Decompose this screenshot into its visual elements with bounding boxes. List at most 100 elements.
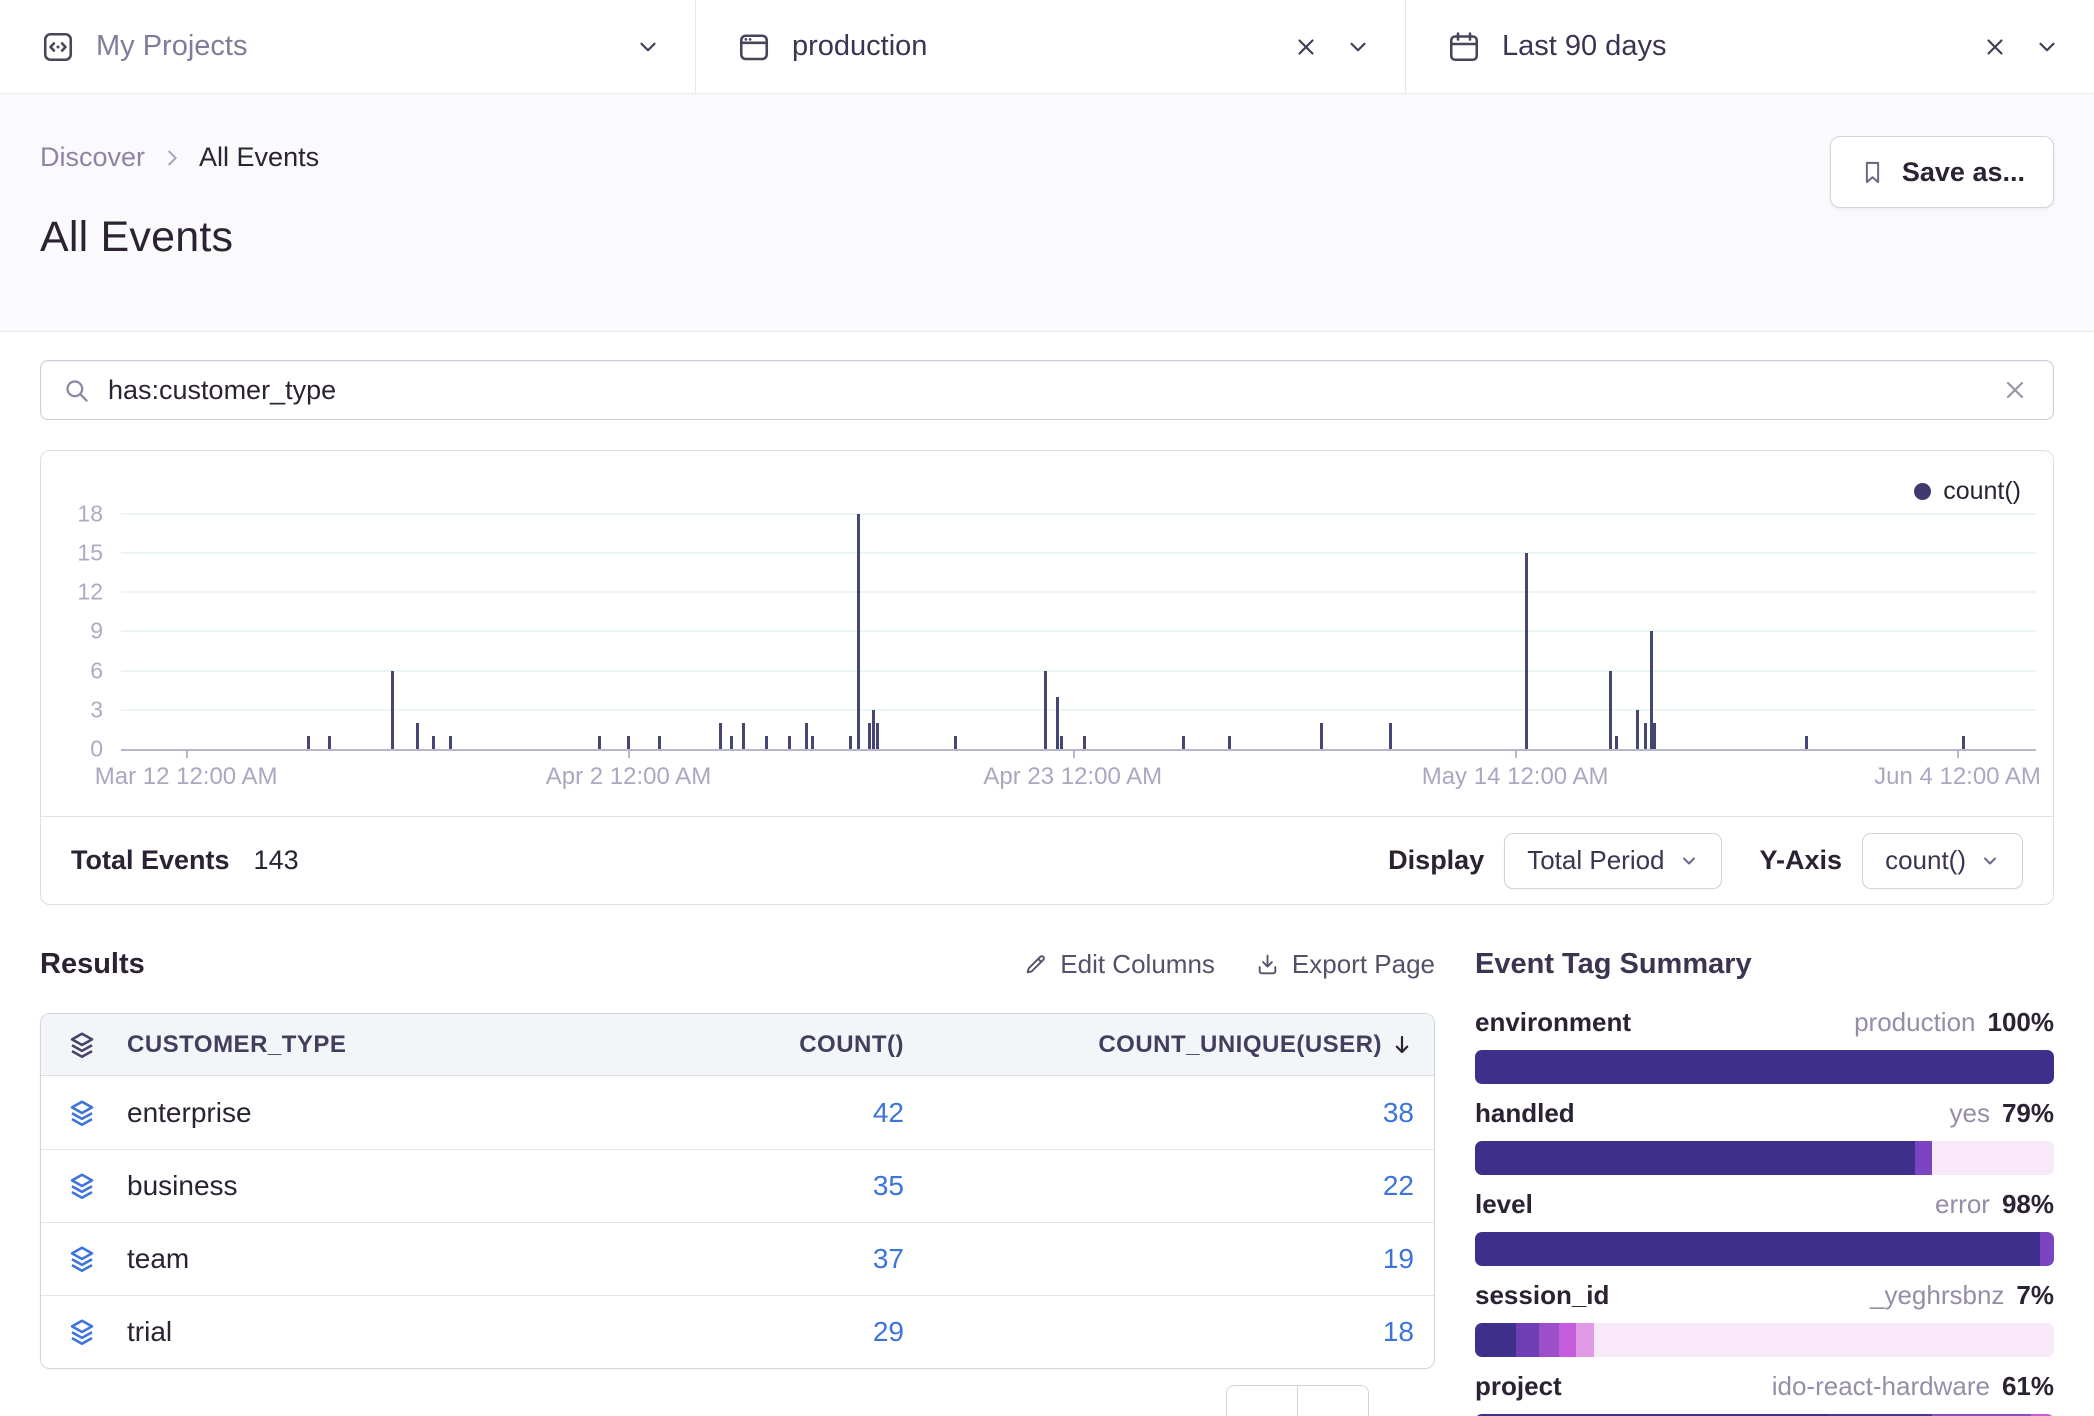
project-selector[interactable]: My Projects [0, 0, 695, 93]
breadcrumb-discover[interactable]: Discover [40, 142, 145, 173]
y-axis-tick-label: 12 [77, 579, 103, 606]
stack-icon[interactable] [41, 1098, 109, 1128]
gridline [121, 709, 2036, 711]
chart-bar [742, 723, 745, 749]
download-icon [1255, 952, 1280, 977]
count-link[interactable]: 42 [873, 1097, 904, 1128]
pencil-icon [1023, 952, 1048, 977]
environment-selector[interactable]: production [695, 0, 1405, 93]
y-axis-tick-label: 3 [90, 696, 103, 723]
tag-distribution-bar[interactable] [1475, 1050, 2054, 1084]
tag-label-row: handledyes79% [1475, 1098, 2054, 1129]
edit-columns-button[interactable]: Edit Columns [1023, 949, 1215, 980]
chart-bar [1525, 553, 1528, 749]
tag-top-value: _yeghrsbnz [1870, 1280, 2004, 1311]
discover-page: My Projects production Last 90 days [0, 0, 2094, 1416]
chevron-down-icon[interactable] [2034, 34, 2060, 60]
chart-bar [627, 736, 630, 749]
pagination-next-button[interactable] [1297, 1385, 1369, 1416]
chart-bar [1615, 736, 1618, 749]
chevron-down-icon[interactable] [1345, 34, 1371, 60]
count-link[interactable]: 37 [873, 1243, 904, 1274]
gridline [121, 591, 2036, 593]
tag-distribution-bar[interactable] [1475, 1141, 2054, 1175]
tag-name: handled [1475, 1098, 1575, 1129]
count-unique-link[interactable]: 19 [1383, 1243, 1414, 1275]
column-header-customer-type[interactable]: CUSTOMER_TYPE [109, 1031, 604, 1059]
customer-type-cell[interactable]: trial [109, 1316, 604, 1348]
results-header: Results Edit Columns Export Page [40, 941, 1435, 987]
customer-type-cell[interactable]: enterprise [109, 1097, 604, 1129]
project-selector-controls [635, 34, 661, 60]
tag-summary-column: Event Tag Summary environmentproduction1… [1475, 941, 2054, 1416]
tag-summary-item: handledyes79% [1475, 1098, 2054, 1175]
stack-icon[interactable] [41, 1030, 109, 1060]
display-dropdown-value: Total Period [1527, 845, 1664, 876]
events-chart-panel: count() 0369121518Mar 12 12:00 AMApr 2 1… [40, 450, 2054, 905]
count-unique-link[interactable]: 18 [1383, 1316, 1414, 1348]
tag-top-percent: 98% [2002, 1189, 2054, 1220]
chart-bar [1644, 723, 1647, 749]
table-row: business 35 22 [41, 1149, 1434, 1222]
chart-bar [1609, 671, 1612, 749]
tag-distribution-bar[interactable] [1475, 1323, 2054, 1357]
chart-bar [391, 671, 394, 749]
y-axis-tick-label: 18 [77, 500, 103, 527]
chart-bar [598, 736, 601, 749]
chart-bar [765, 736, 768, 749]
clear-daterange-icon[interactable] [1982, 34, 2008, 60]
chart-controls: Display Total Period Y-Axis count() [1388, 833, 2023, 889]
y-axis-tick-label: 6 [90, 657, 103, 684]
tag-name: project [1475, 1371, 1562, 1402]
chart-bar [328, 736, 331, 749]
count-link[interactable]: 35 [873, 1170, 904, 1201]
chart-bar [1320, 723, 1323, 749]
search-bar [40, 360, 2054, 420]
tag-name: environment [1475, 1007, 1631, 1038]
chart-bar [1653, 723, 1656, 749]
search-clear-icon[interactable] [2003, 378, 2027, 402]
display-dropdown[interactable]: Total Period [1504, 833, 1721, 889]
clear-environment-icon[interactable] [1293, 34, 1319, 60]
yaxis-dropdown[interactable]: count() [1862, 833, 2023, 889]
tag-summary-item: levelerror98% [1475, 1189, 2054, 1266]
stack-icon[interactable] [41, 1171, 109, 1201]
edit-columns-label: Edit Columns [1060, 949, 1215, 980]
count-unique-link[interactable]: 38 [1383, 1097, 1414, 1129]
yaxis-label: Y-Axis [1760, 845, 1843, 876]
export-page-button[interactable]: Export Page [1255, 949, 1435, 980]
top-navbar: My Projects production Last 90 days [0, 0, 2094, 94]
customer-type-cell[interactable]: business [109, 1170, 604, 1202]
tag-summary-item: session_id_yeghrsbnz7% [1475, 1280, 2054, 1357]
chart-bar [954, 736, 957, 749]
total-events-label: Total Events [71, 845, 230, 876]
chart-bar [719, 723, 722, 749]
column-header-count[interactable]: COUNT() [604, 1031, 904, 1059]
tag-top-percent: 7% [2016, 1280, 2054, 1311]
chevron-down-icon [1679, 851, 1699, 871]
chart-bar [1389, 723, 1392, 749]
chart-footer: Total Events 143 Display Total Period Y-… [41, 816, 2053, 904]
stack-icon[interactable] [41, 1244, 109, 1274]
chevron-down-icon[interactable] [635, 34, 661, 60]
customer-type-cell[interactable]: team [109, 1243, 604, 1275]
column-header-count-unique-user[interactable]: COUNT_UNIQUE(USER) [904, 1031, 1434, 1059]
x-axis-tick [1515, 749, 1517, 758]
count-link[interactable]: 29 [873, 1316, 904, 1347]
tag-bar-segment [1932, 1141, 2054, 1175]
daterange-selector[interactable]: Last 90 days [1405, 0, 2094, 93]
tag-bar-segment [1475, 1050, 2054, 1084]
count-unique-link[interactable]: 22 [1383, 1170, 1414, 1202]
save-as-button[interactable]: Save as... [1830, 136, 2054, 208]
tag-distribution-bar[interactable] [1475, 1232, 2054, 1266]
export-page-label: Export Page [1292, 949, 1435, 980]
tag-top-percent: 79% [2002, 1098, 2054, 1129]
gridline [121, 670, 2036, 672]
chevron-down-icon [1980, 851, 2000, 871]
chart-bar [1636, 710, 1639, 749]
gridline [121, 630, 2036, 632]
search-input[interactable] [108, 375, 2003, 406]
pagination-prev-button[interactable] [1226, 1385, 1298, 1416]
stack-icon[interactable] [41, 1317, 109, 1347]
tag-top-percent: 100% [1988, 1007, 2055, 1038]
